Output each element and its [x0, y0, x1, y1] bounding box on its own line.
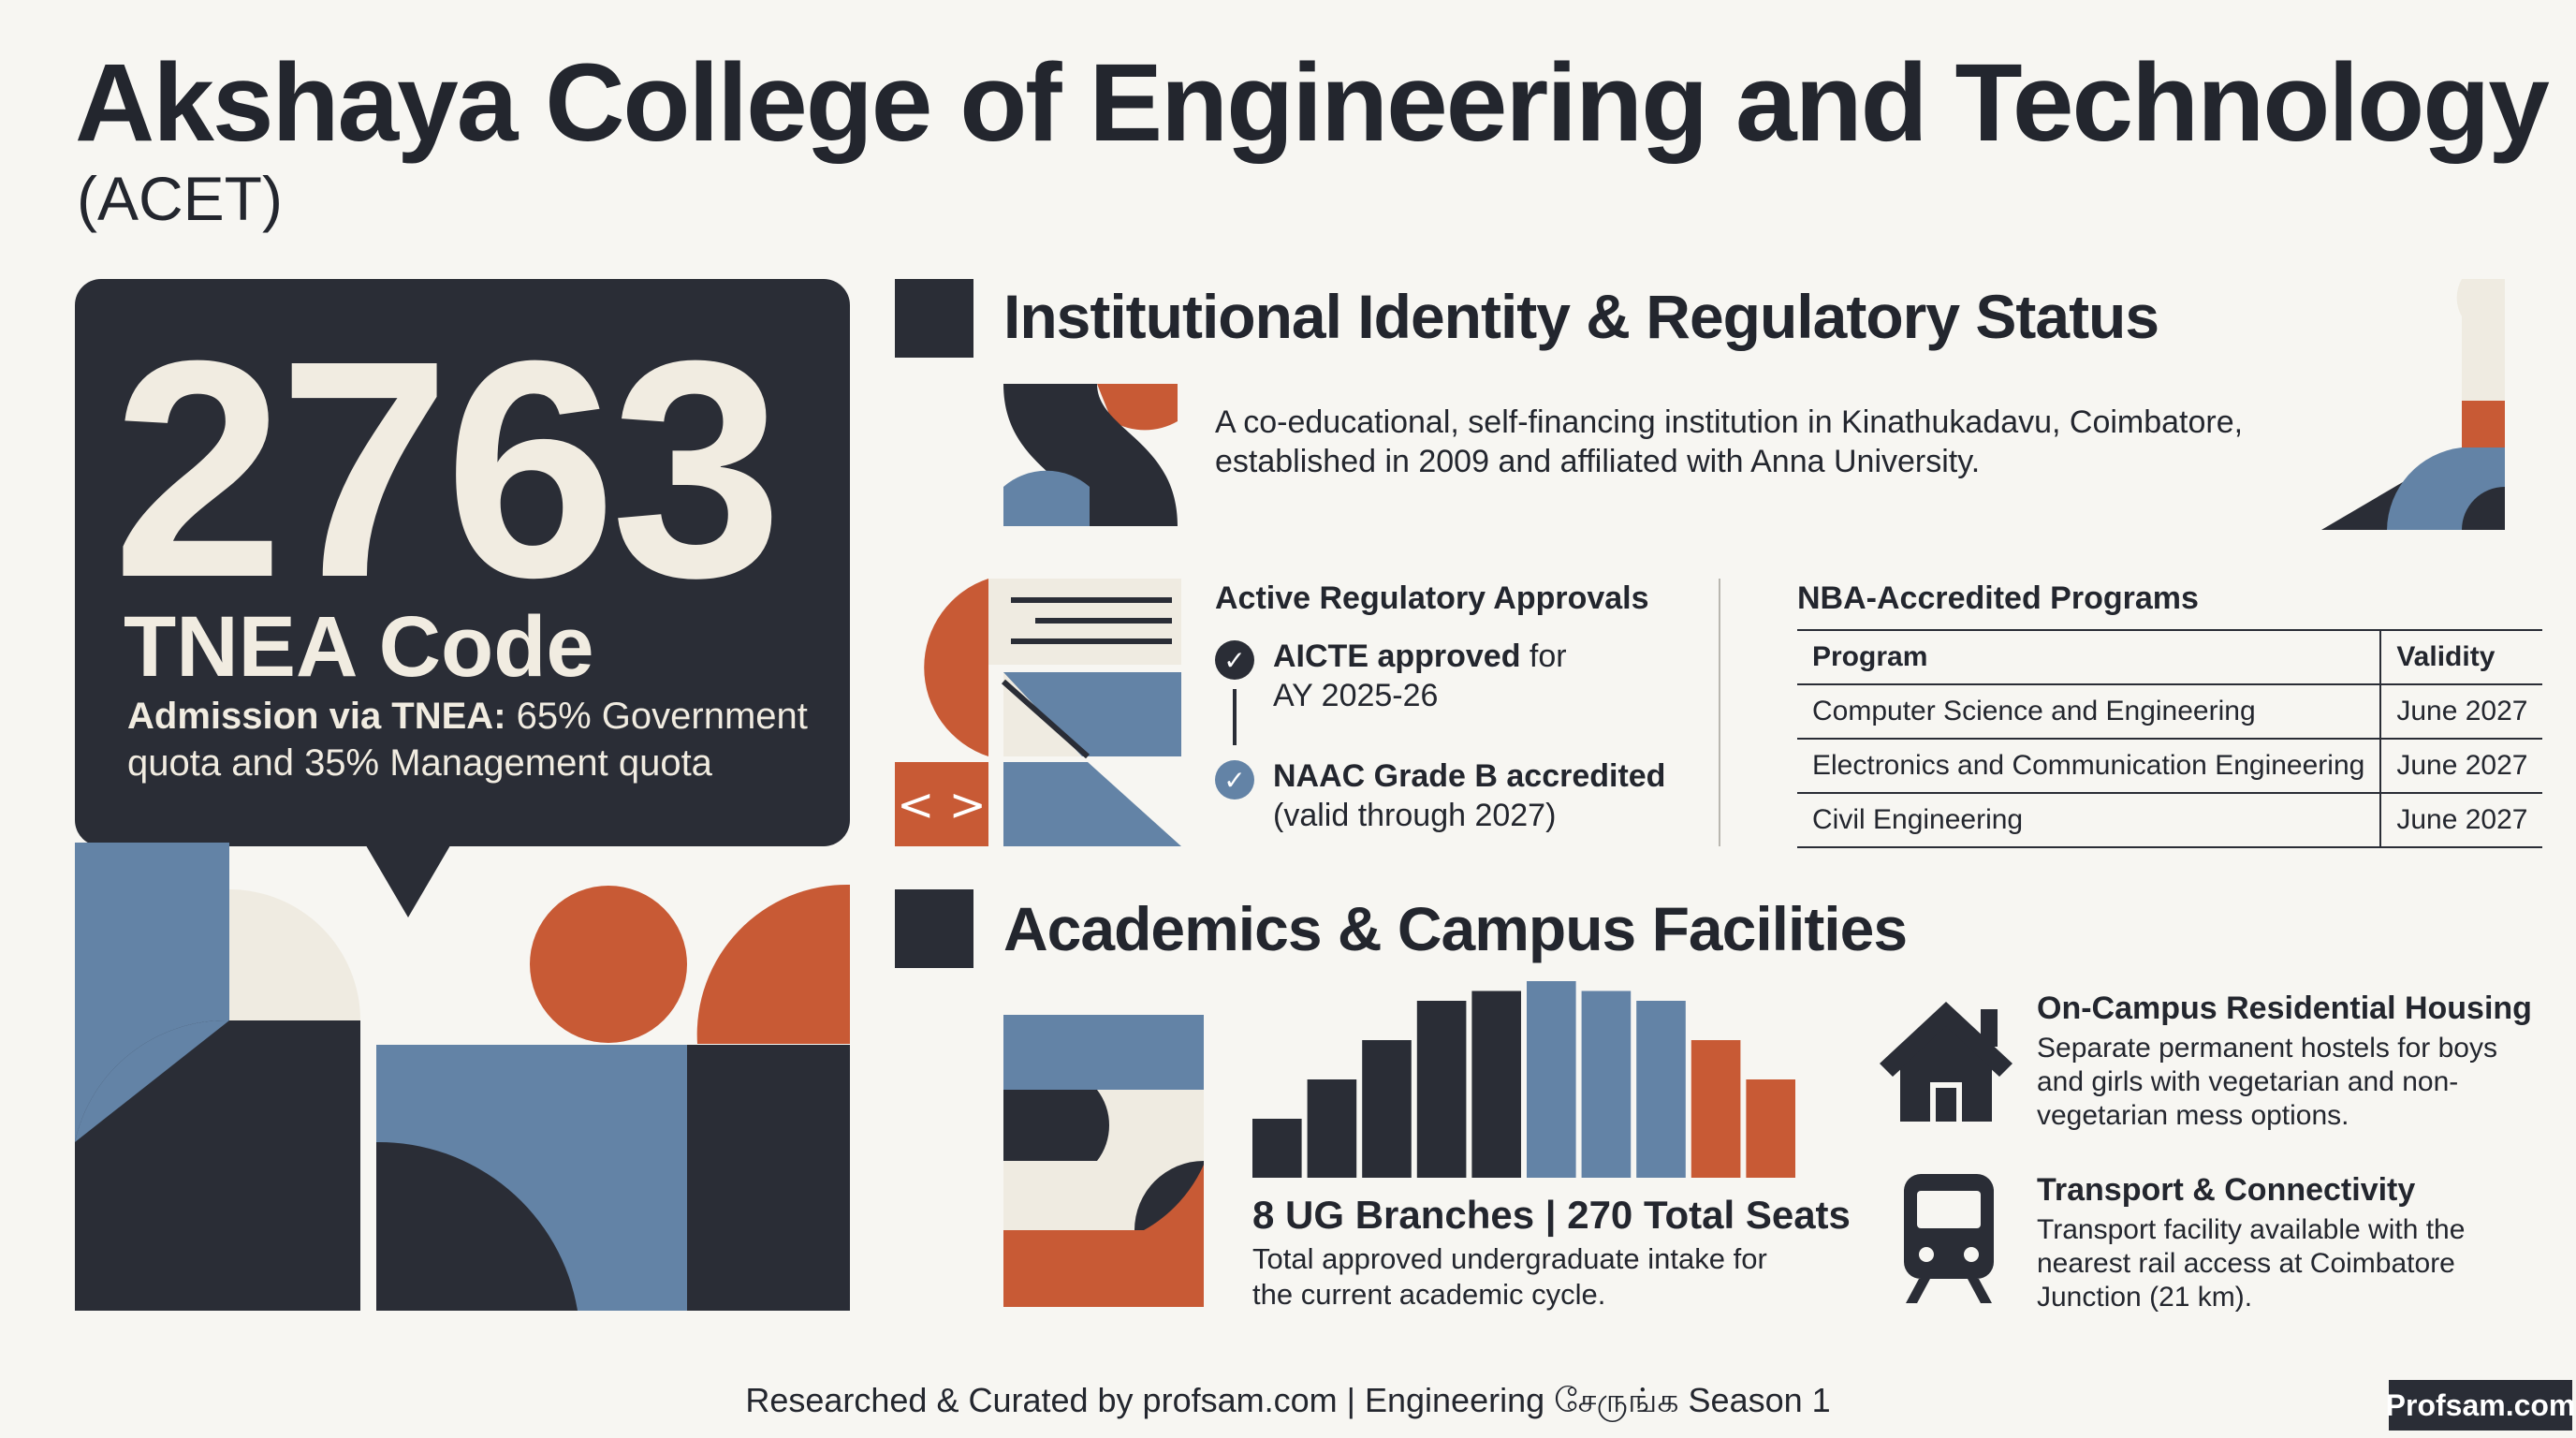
approval-item-naac: NAAC Grade B accredited (valid through 2…: [1273, 756, 1665, 835]
profsam-logo: Profsam.com: [2386, 1380, 2575, 1431]
section-marker-academics: [895, 889, 973, 968]
approval-bold: AICTE approved: [1273, 638, 1521, 674]
transport-description: Transport facility available with the ne…: [2037, 1214, 2466, 1313]
admission-text: Admission via TNEA: 65% Government quota…: [127, 693, 820, 786]
intake-bar: [1690, 1040, 1741, 1178]
approvals-art: < >: [895, 579, 1181, 846]
approvals-title: Active Regulatory Approvals: [1215, 580, 1649, 616]
intake-stat: 8 UG Branches | 270 Total Seats: [1252, 1193, 1851, 1237]
intake-bar: [1581, 990, 1632, 1178]
housing-title: On-Campus Residential Housing: [2037, 990, 2532, 1026]
approval-item-aicte: AICTE approved for AY 2025-26: [1273, 637, 1567, 715]
intake-bar: [1471, 990, 1521, 1178]
admission-lead: Admission via TNEA:: [127, 696, 506, 737]
house-icon: [1880, 1002, 2012, 1122]
section-title-identity: Institutional Identity & Regulatory Stat…: [1003, 282, 2159, 351]
approval-line2: AY 2025-26: [1273, 678, 1439, 713]
table-header-row: Program Validity: [1797, 629, 2543, 685]
approval-rest: for: [1520, 638, 1567, 674]
approval-line2: (valid through 2027): [1273, 798, 1557, 833]
intake-bar: [1252, 1119, 1302, 1178]
academics-art: [1003, 1015, 1204, 1307]
tnea-code-number: 2763: [112, 296, 783, 641]
check-icon: ✓: [1215, 640, 1254, 680]
program-cell: Civil Engineering: [1797, 793, 2381, 848]
program-cell: Electronics and Communication Engineerin…: [1797, 739, 2381, 794]
column-header-program: Program: [1797, 629, 2381, 685]
train-icon: [1904, 1174, 1994, 1303]
tnea-code-card: 2763 TNEA Code Admission via TNEA: 65% G…: [75, 279, 850, 846]
approval-bold: NAAC Grade B accredited: [1273, 758, 1666, 794]
check-icon: ✓: [1215, 760, 1254, 800]
page-subtitle: (ACET): [77, 164, 283, 233]
code-card-pointer: [363, 841, 453, 917]
intake-bar: [1527, 981, 1576, 1178]
validity-cell: June 2027: [2379, 684, 2543, 740]
intake-bar: [1362, 1040, 1412, 1178]
table-row: Computer Science and Engineering June 20…: [1797, 684, 2543, 740]
column-divider: [1719, 579, 1720, 846]
intake-bar: [1746, 1079, 1795, 1178]
section-title-academics: Academics & Campus Facilities: [1003, 894, 1908, 963]
admission-rest: 65% Government quota and 35% Management …: [127, 696, 808, 784]
intake-bar-graphic: [1252, 981, 1795, 1178]
page-title: Akshaya College of Engineering and Techn…: [75, 41, 2550, 165]
nba-title: NBA-Accredited Programs: [1797, 580, 2199, 616]
table-row: Electronics and Communication Engineerin…: [1797, 739, 2543, 794]
intake-description: Total approved undergraduate intake for …: [1252, 1242, 1767, 1311]
validity-cell: June 2027: [2379, 793, 2543, 848]
intake-bar: [1636, 1001, 1686, 1178]
transport-title: Transport & Connectivity: [2037, 1172, 2416, 1208]
column-header-validity: Validity: [2379, 629, 2543, 685]
validity-cell: June 2027: [2379, 739, 2543, 794]
nba-programs-table: Program Validity Computer Science and En…: [1797, 629, 2543, 848]
housing-description: Separate permanent hostels for boys and …: [2037, 1033, 2497, 1131]
intake-bar: [1416, 1001, 1467, 1178]
tnea-code-label: TNEA Code: [124, 599, 594, 695]
decorative-edge-art: [2321, 279, 2505, 530]
svg-text:< >: < >: [897, 779, 987, 831]
identity-description: A co-educational, self-financing institu…: [1215, 404, 2244, 479]
decorative-geometric-art: [75, 843, 850, 1311]
section-marker-identity: [895, 279, 973, 358]
identity-emblem-icon: [1003, 384, 1178, 526]
intake-bar: [1307, 1079, 1357, 1178]
table-row: Civil Engineering June 2027: [1797, 793, 2543, 848]
program-cell: Computer Science and Engineering: [1797, 684, 2381, 740]
timeline-connector: [1233, 689, 1237, 745]
footer-credit: Researched & Curated by profsam.com | En…: [745, 1381, 1831, 1419]
